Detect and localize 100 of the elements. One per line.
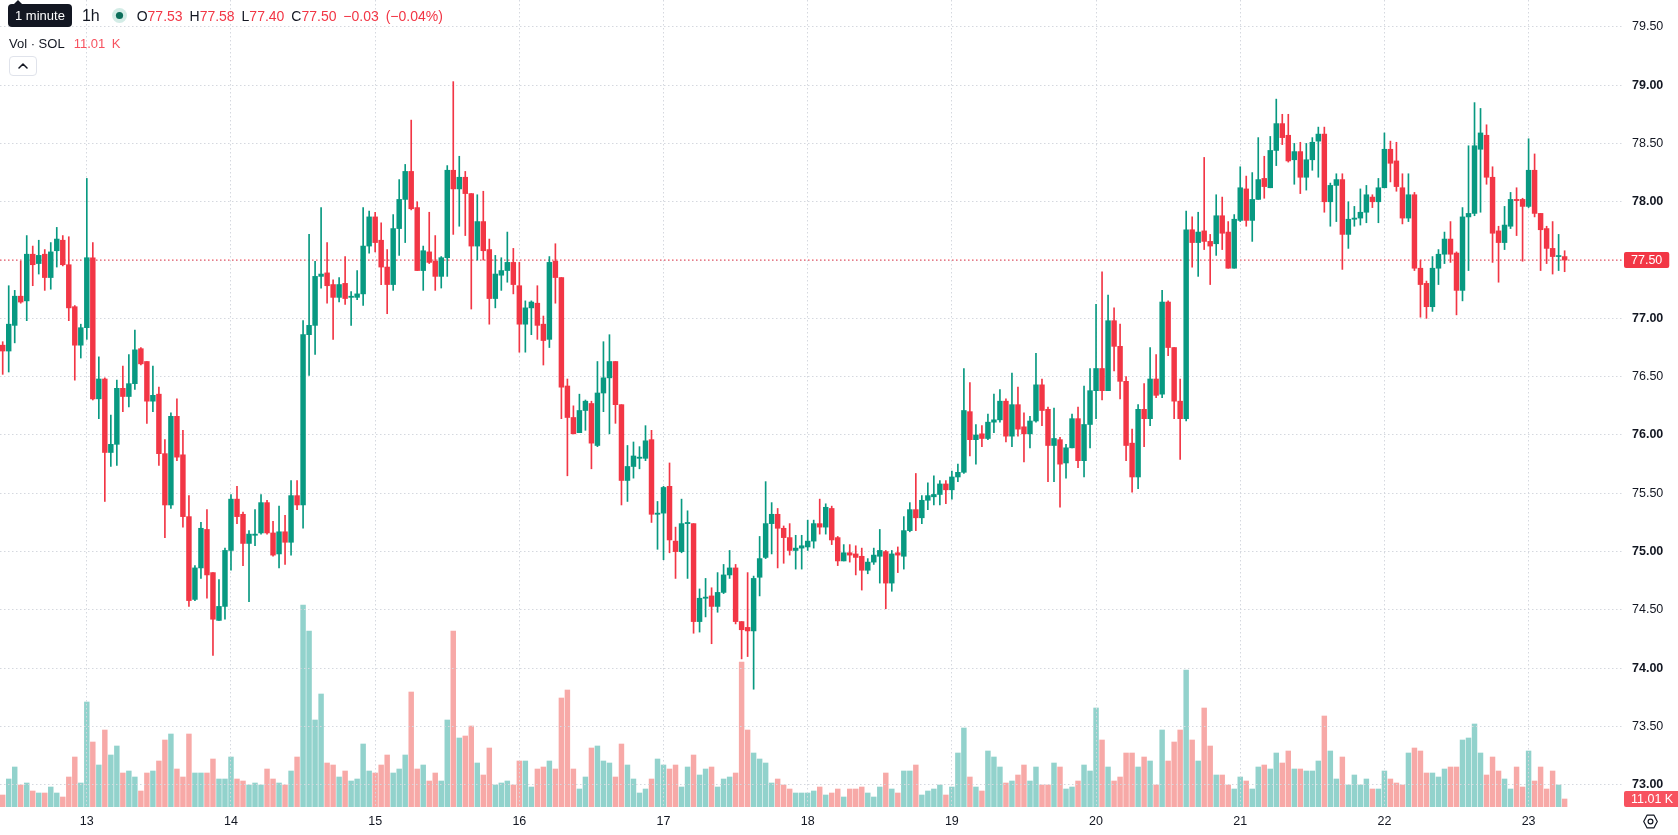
bar [276,782,282,807]
candlestick [456,155,462,227]
candlestick [1177,378,1183,460]
candlestick [913,473,919,531]
y-tick-label: 73.00 [1632,777,1664,792]
y-tick-label: 78.00 [1632,194,1664,209]
text: 11.01 K [1631,791,1674,806]
candlestick [1099,271,1105,401]
bar [168,733,174,807]
bar [973,786,979,807]
x-tick-label: 20 [1089,813,1104,828]
bar [336,776,342,807]
y-tick-label: 76.50 [1632,369,1664,384]
bar [889,788,895,807]
y-tick-label: 76.00 [1632,427,1664,442]
candlestick [1141,383,1147,447]
bar [1189,739,1195,807]
candlestick [943,480,949,505]
bar [1105,766,1111,807]
bar [90,741,96,807]
bar [1099,739,1105,807]
bar [0,794,6,807]
y-tick-label: 78.50 [1632,135,1664,150]
bar [913,764,919,807]
y-tick-label: 79.00 [1632,77,1664,92]
bar [1183,669,1189,807]
bar [420,764,426,807]
bar [96,764,102,807]
bar [943,794,949,807]
x-tick-label: 18 [800,813,815,828]
bar [150,770,156,807]
bar [1339,756,1346,807]
bar [1003,782,1009,807]
chart-title: 1h [81,6,100,25]
candlestick [1291,143,1298,185]
bar [1057,766,1063,807]
bar [1141,756,1147,807]
x-tick-label: 15 [368,813,383,828]
x-tick-label: 14 [224,813,238,828]
candlestick [1261,155,1267,199]
bar [895,792,901,807]
bar [342,770,348,807]
bar [588,747,595,807]
bar [822,794,829,807]
y-tick-label: 75.50 [1632,485,1664,500]
candlestick [282,515,288,565]
bar [1213,774,1219,807]
y-tick-label: 79.50 [1632,19,1664,34]
bar [42,792,48,807]
bar [120,772,126,807]
x-tick-label: 19 [944,813,959,828]
bar [282,784,288,807]
y-tick-label: 77.00 [1632,310,1664,325]
bar [967,776,973,807]
bar [690,754,697,807]
candlestick [1051,407,1057,482]
x-tick-label: 13 [79,813,94,828]
bar [102,729,108,807]
x-tick-label: 16 [512,813,527,828]
bar [18,784,24,807]
x-tick-label: 17 [656,813,671,828]
bar [1159,729,1165,807]
text: O77.53 H77.58 L77.40 C77.50 −0.03 (−0.04%) [136,7,443,24]
bar [294,756,300,807]
bar [450,630,456,807]
bar [1555,784,1562,807]
bar [1195,760,1201,807]
candlestick [1195,211,1201,277]
bar [288,770,294,807]
x-tick-label: 21 [1233,813,1248,828]
bar [30,790,36,807]
bar [979,790,985,807]
bar [816,786,823,807]
bar [1147,760,1153,807]
bar [1405,752,1412,807]
bar [1297,768,1304,807]
candlestick [150,365,156,412]
chart-title: Vol · SOL [9,36,65,51]
bar [883,772,889,807]
bar [456,737,462,807]
bar [708,766,715,807]
bar [1135,766,1141,807]
bar [1261,764,1267,807]
y-tick-label: 73.50 [1632,718,1664,733]
candlestick [973,424,979,465]
bar [36,792,42,807]
y-tick-label: 74.00 [1632,660,1664,675]
y-tick-label: 74.50 [1632,602,1664,617]
candlestick [120,365,126,412]
candlestick [895,546,901,573]
bar [1369,788,1376,807]
y-tick-label: 75.00 [1632,544,1664,559]
bar [1321,715,1328,807]
bar [1051,762,1057,807]
candlestick [792,534,799,570]
ref-line-label: 77.50 [1631,253,1663,268]
candlestick [450,81,456,235]
x-tick-label: 23 [1521,813,1536,828]
bar [474,762,481,807]
bar [1153,784,1159,807]
